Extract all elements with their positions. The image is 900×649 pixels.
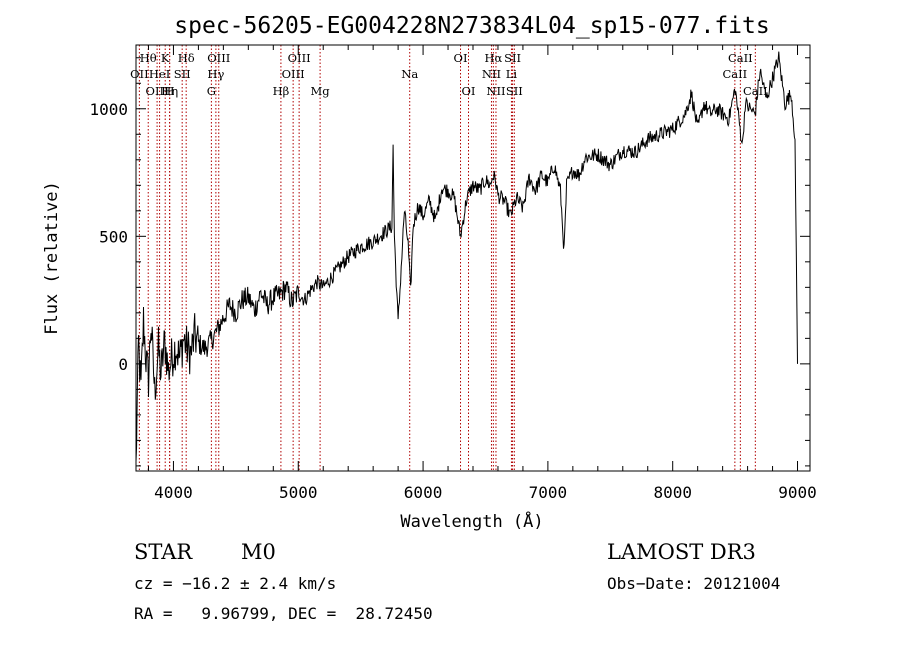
spectral-line-label: Mg <box>311 84 331 98</box>
y-tick-label: 1000 <box>89 100 128 119</box>
y-axis-label: Flux (relative) <box>42 181 62 335</box>
spectral-line-label: Li <box>506 67 518 81</box>
x-tick-label: 6000 <box>404 483 443 502</box>
chart-title: spec-56205-EG004228N273834L04_sp15-077.f… <box>174 13 769 39</box>
spectral-line-label: K <box>161 51 170 65</box>
x-tick-label: 7000 <box>529 483 568 502</box>
y-axis-ticks: 0 500 1000 <box>89 57 810 467</box>
object-subclass: M0 <box>241 540 276 564</box>
observation-date: Obs−Date: 20121004 <box>607 574 781 593</box>
survey-name: LAMOST DR3 <box>607 540 756 564</box>
x-axis-ticks: 4000 5000 6000 7000 8000 9000 <box>147 45 817 502</box>
spectral-line-label: OIII <box>146 84 169 98</box>
spectrum-line <box>135 51 798 462</box>
spectral-line-label: Hβ <box>273 84 290 98</box>
x-tick-label: 5000 <box>279 483 318 502</box>
spectral-line-label: SII <box>504 51 521 65</box>
x-tick-label: 4000 <box>154 483 193 502</box>
spectral-line-label: OIII <box>282 67 305 81</box>
spectral-line-label: SII <box>174 67 191 81</box>
x-tick-label: 8000 <box>653 483 692 502</box>
spectral-line-label: OI <box>454 51 468 65</box>
spectral-line-label: OIII <box>288 51 311 65</box>
spectrum-series <box>135 51 798 462</box>
x-axis-label: Wavelength (Å) <box>400 510 543 532</box>
spectral-line-markers <box>138 45 756 471</box>
y-tick-label: 500 <box>99 227 128 246</box>
spectral-line-label: CaII <box>728 51 753 65</box>
spectral-line-label: HeI <box>149 67 170 81</box>
spectral-line-label: NII <box>486 84 505 98</box>
object-class: STAR <box>134 540 193 564</box>
spectral-line-label: OI <box>462 84 476 98</box>
spectral-line-label: G <box>207 84 216 98</box>
spectral-line-label: Hη <box>161 84 178 98</box>
spectral-line-label: Hα <box>484 51 502 65</box>
spectral-line-label: SII <box>506 84 523 98</box>
coordinates: RA = 9.96799, DEC = 28.72450 <box>134 604 433 623</box>
spectral-line-label: Hθ <box>140 51 157 65</box>
spectral-line-labels: OII Hθ OIII HeI K HHη SII Hδ OIII Hγ G Hβ OIII OIII Mg… <box>130 51 768 98</box>
redshift-velocity: cz = −16.2 ± 2.4 km/s <box>134 574 337 593</box>
spectral-line-label: CaII <box>722 67 747 81</box>
spectral-line-label: CaII <box>743 84 768 98</box>
spectral-line-label: Na <box>401 67 418 81</box>
x-tick-label: 9000 <box>778 483 817 502</box>
spectral-line-label: H <box>165 84 175 98</box>
spectral-line-label: Hγ <box>207 67 224 81</box>
spectral-line-label: OII <box>130 67 149 81</box>
spectral-line-label: Hδ <box>178 51 195 65</box>
y-tick-label: 0 <box>118 355 128 374</box>
spectral-line-label: NII <box>482 67 501 81</box>
spectral-line-label: OIII <box>207 51 230 65</box>
